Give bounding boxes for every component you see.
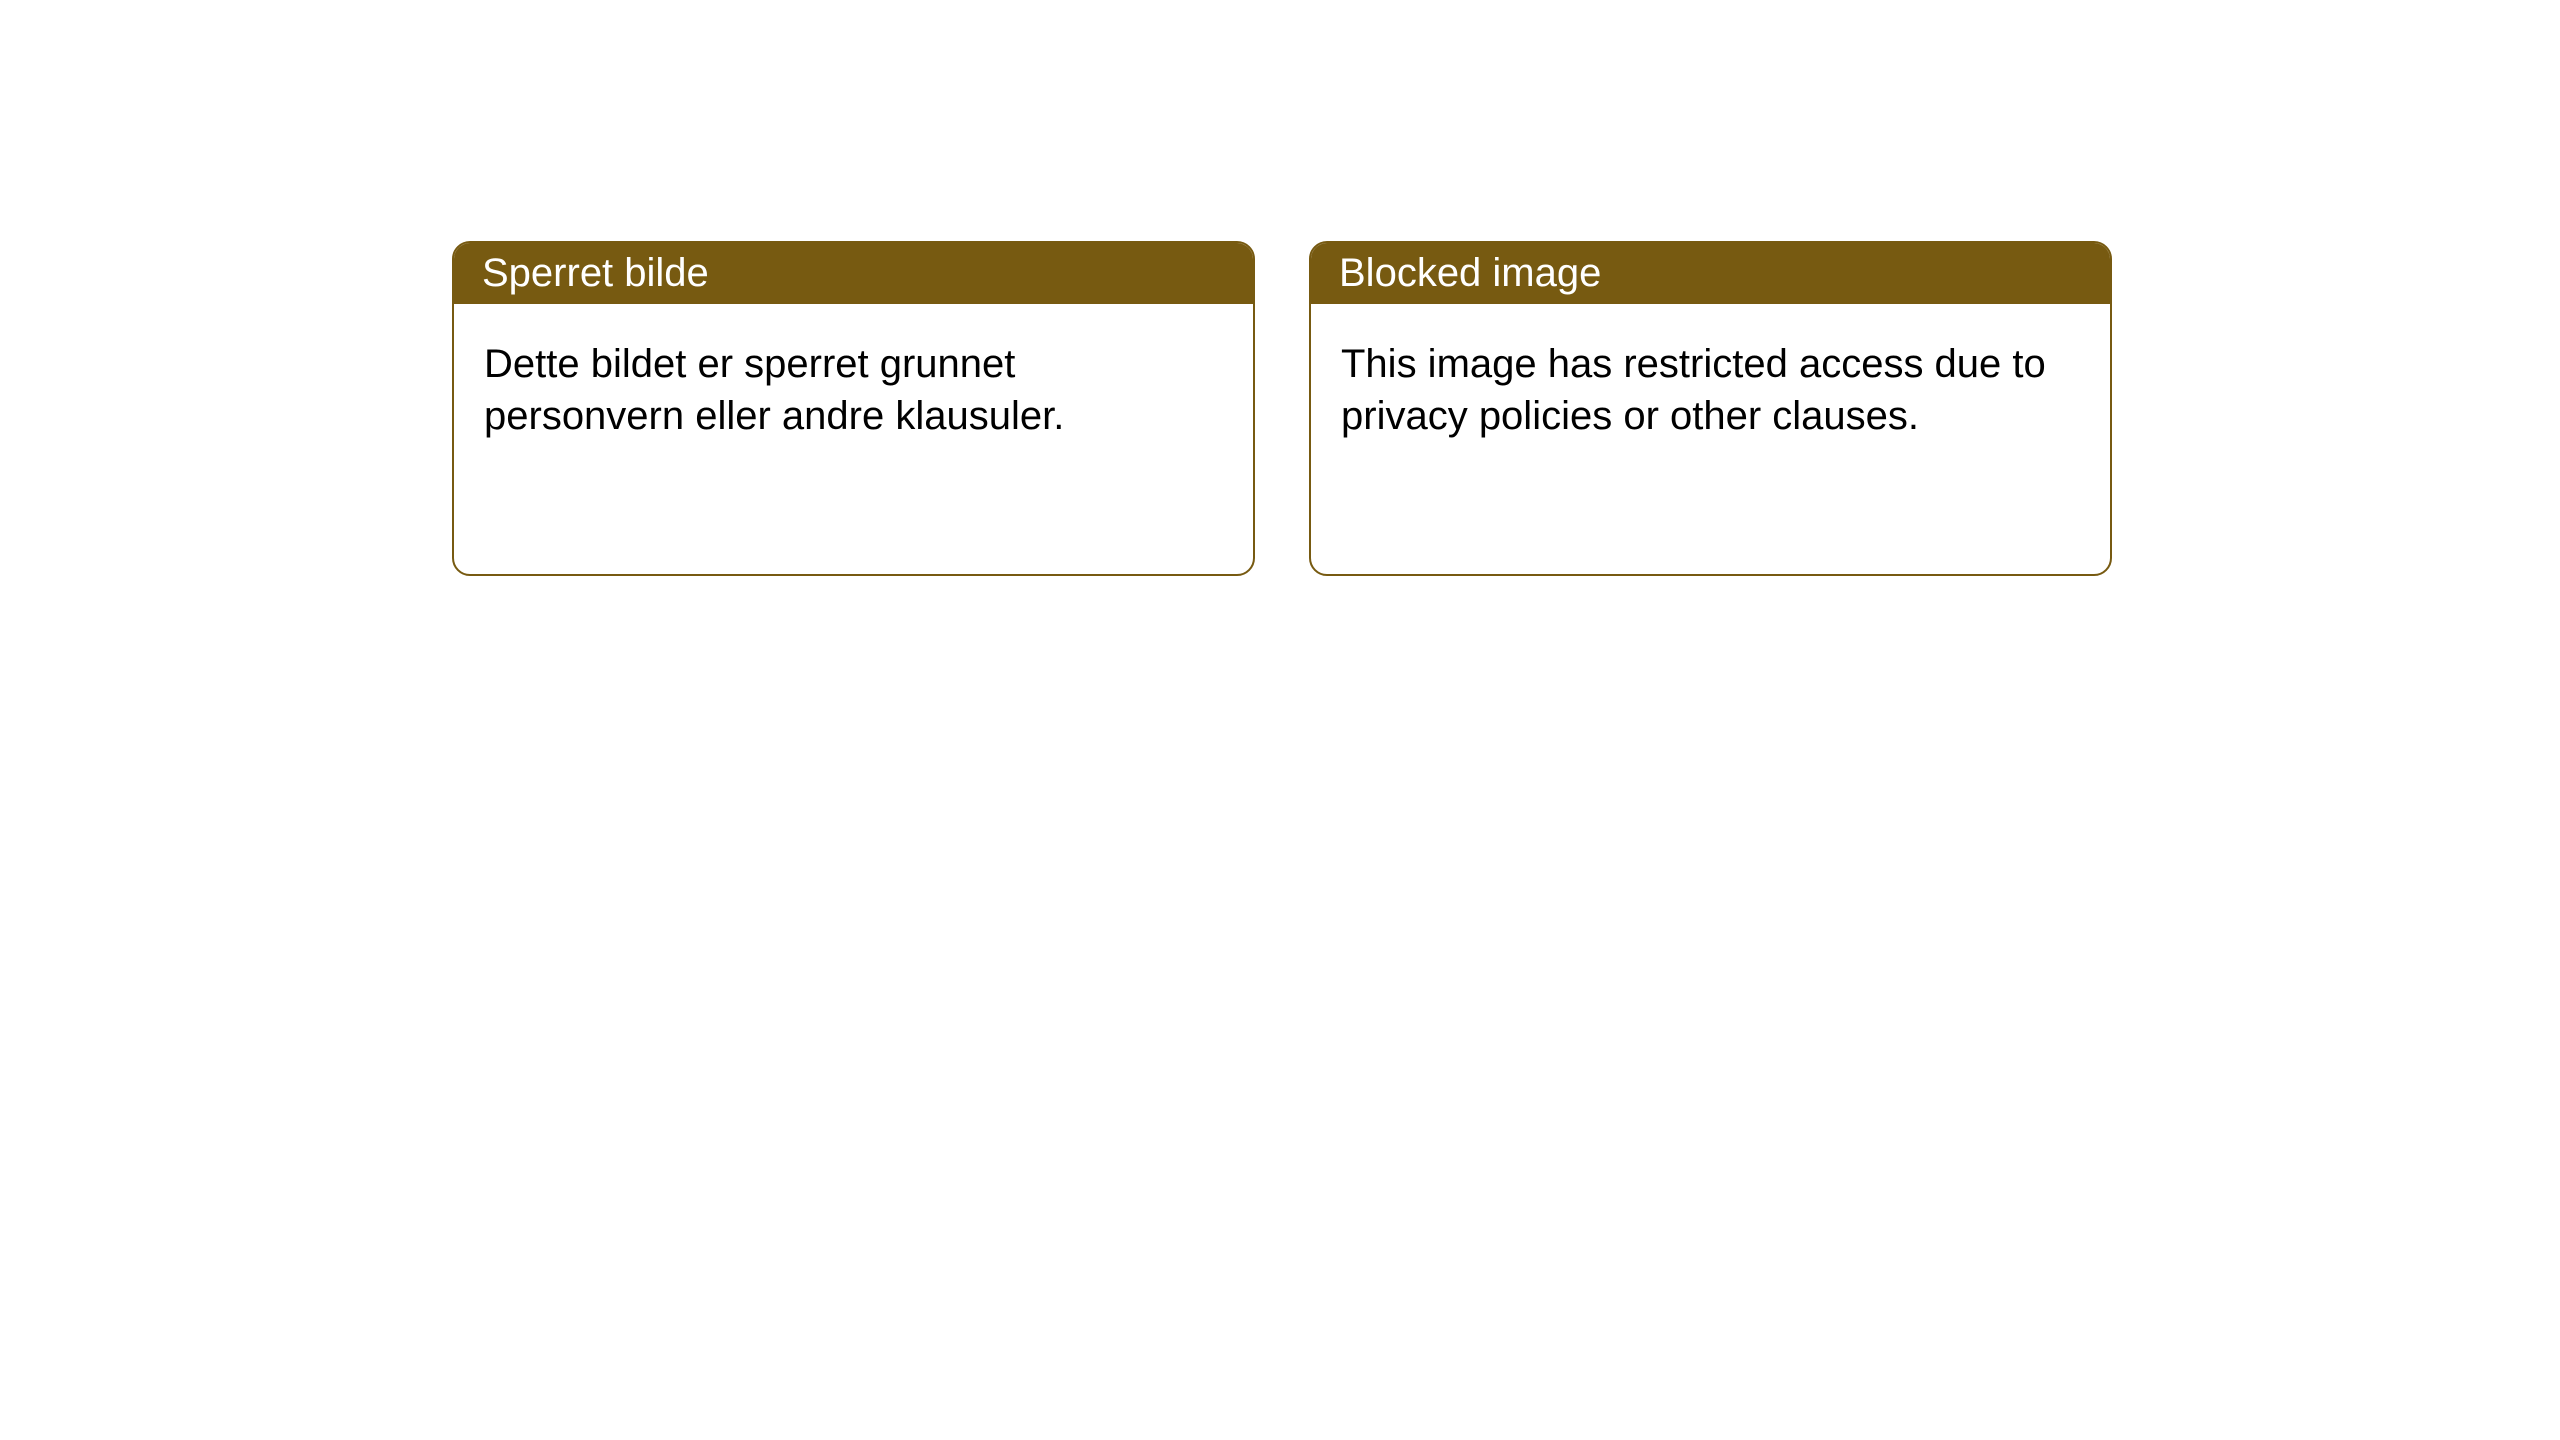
panel-body-en: This image has restricted access due to …: [1311, 304, 2110, 470]
panel-body-text-en: This image has restricted access due to …: [1341, 338, 2080, 442]
panel-header-no: Sperret bilde: [454, 243, 1253, 304]
panel-title-no: Sperret bilde: [482, 251, 709, 296]
panel-header-en: Blocked image: [1311, 243, 2110, 304]
blocked-image-panel-no: Sperret bilde Dette bildet er sperret gr…: [452, 241, 1255, 576]
panel-body-no: Dette bildet er sperret grunnet personve…: [454, 304, 1253, 470]
panel-title-en: Blocked image: [1339, 251, 1601, 296]
panel-body-text-no: Dette bildet er sperret grunnet personve…: [484, 338, 1223, 442]
blocked-image-panels: Sperret bilde Dette bildet er sperret gr…: [452, 241, 2112, 576]
blocked-image-panel-en: Blocked image This image has restricted …: [1309, 241, 2112, 576]
